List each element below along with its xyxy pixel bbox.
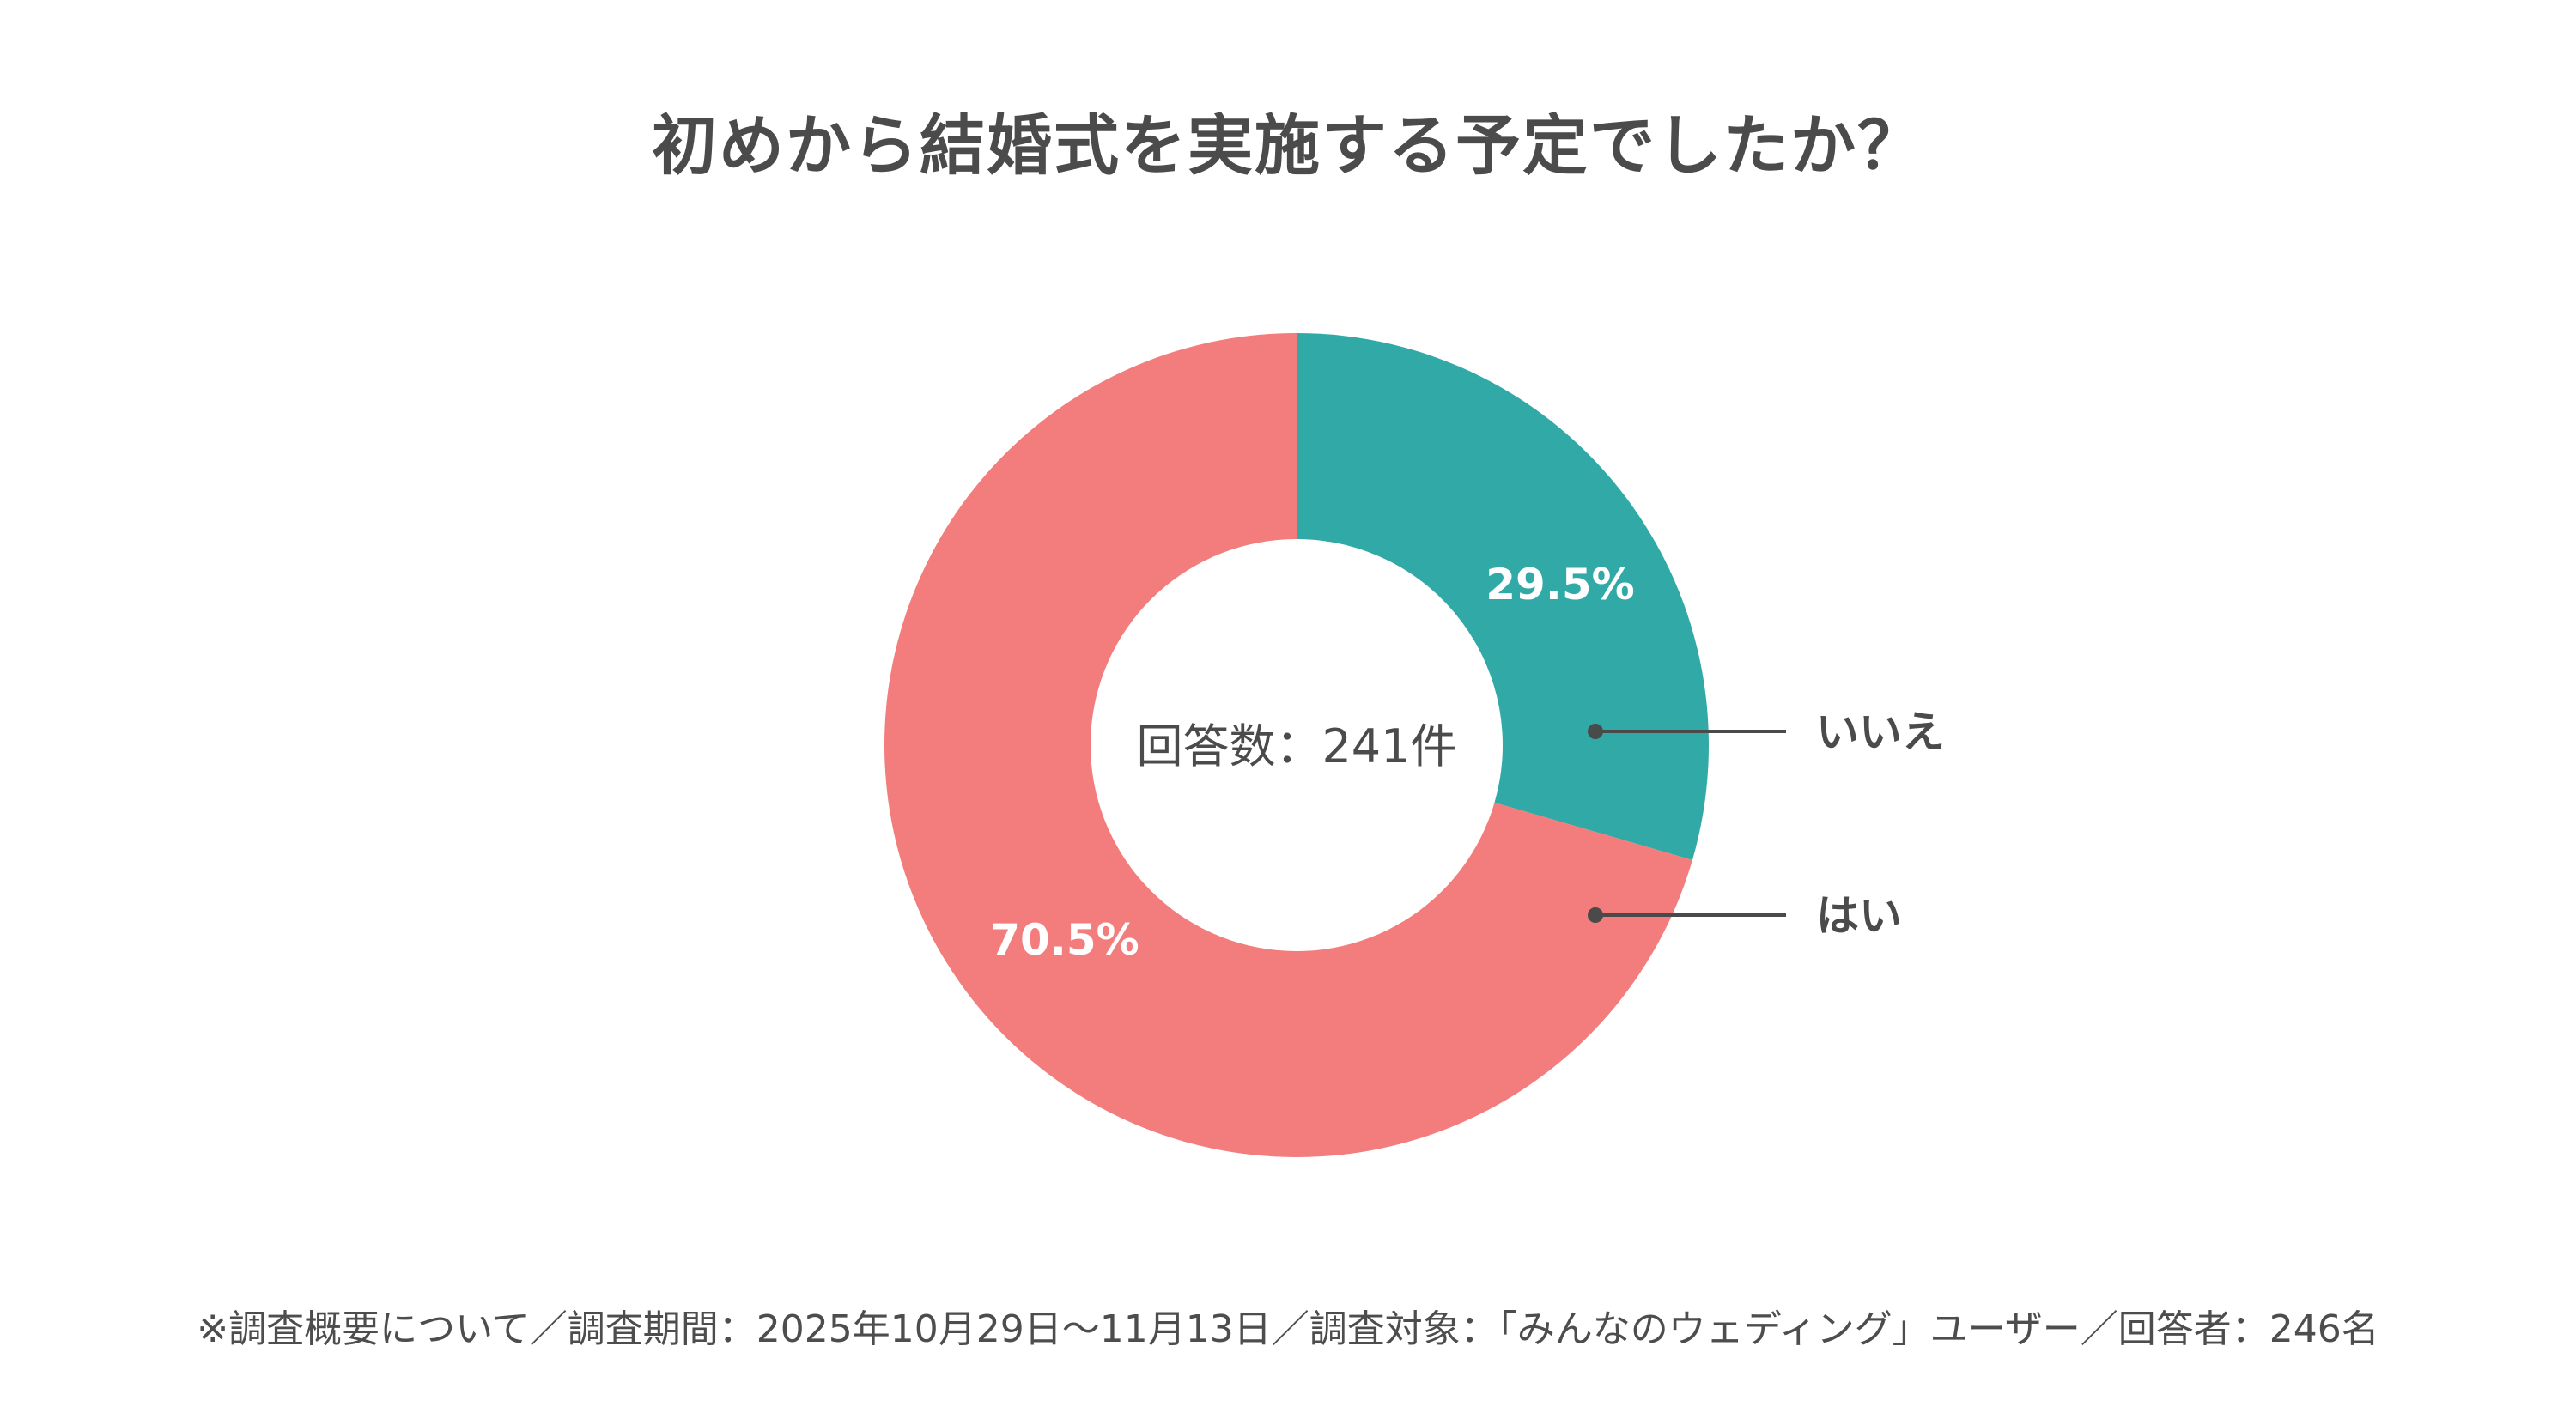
donut-slice-hai (884, 333, 1692, 1158)
survey-footnote: ※調査概要について／調査期間：2025年10月29日〜11月13日／調査対象：「… (197, 1307, 2379, 1351)
chart-title: 初めから結婚式を実施する予定でしたか？ (652, 107, 1924, 184)
legend-iie: いいえ (1588, 707, 1945, 757)
legend-label-hai: はい (1816, 891, 1902, 941)
legend-label-iie: いいえ (1816, 707, 1945, 757)
legend-hai: はい (1588, 891, 1902, 941)
donut-slice-iie (1297, 333, 1709, 860)
donut-slices (884, 333, 1709, 1158)
slice-value-label-hai: 70.5% (990, 915, 1139, 965)
slice-value-label-iie: 29.5% (1485, 560, 1634, 609)
center-label: 回答数：241件 (1136, 719, 1456, 773)
